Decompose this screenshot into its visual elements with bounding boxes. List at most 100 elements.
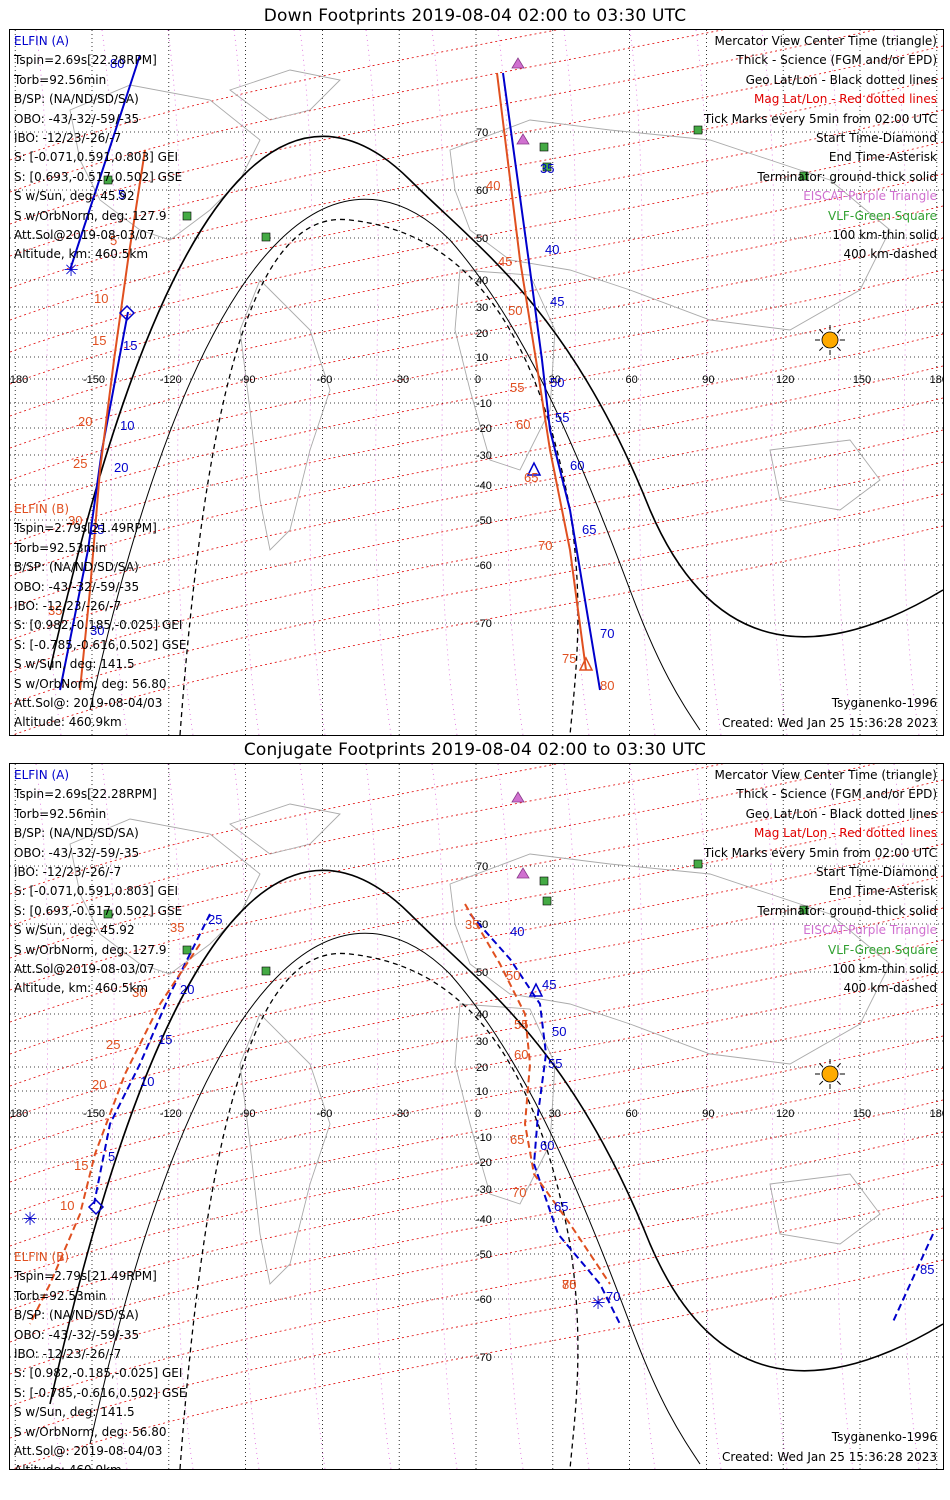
- mag-longitude-line: [35, 764, 62, 1469]
- info-line: Att.Sol@2019-08-03/07: [14, 227, 155, 242]
- mag-latitude-line: [10, 30, 724, 193]
- sun-icon: [821, 331, 839, 349]
- info-line: Altitude: 460.9km: [14, 1461, 187, 1469]
- eiscat-triangle-icon: [516, 867, 530, 879]
- lat-tick-label: 10: [476, 1086, 488, 1098]
- eiscat-triangle-icon: [516, 133, 530, 145]
- info-line: IBO: -12/23/-26/-7: [14, 598, 122, 613]
- elfin-a-track: [59, 54, 141, 691]
- mag-longitude-line: [563, 30, 590, 735]
- elfin-a-info: ELFIN (A) Tspin=2.69s[22.28RPM] Torb=92.…: [14, 32, 182, 265]
- elfin-b-tick-label: 15: [74, 1158, 88, 1173]
- info-line: S w/Sun, deg: 141.5: [14, 657, 135, 672]
- legend-item: Thick - Science (FGM and/or EPD): [736, 53, 937, 68]
- mag-latitude-line: [10, 269, 943, 481]
- elfin-a-track: [891, 1233, 934, 1325]
- elfin-b-track: [496, 72, 587, 671]
- lon-tick-label: -180: [10, 374, 28, 386]
- elfin-a-tick-label: 5: [118, 187, 125, 202]
- terminator-100km: [89, 932, 701, 1465]
- mag-latitude-line: [10, 843, 943, 1055]
- mag-latitude-line: [10, 301, 943, 513]
- elfin-b-tick-label: 80: [600, 678, 614, 693]
- elfin-a-track: [469, 913, 621, 1325]
- continent-outline: [449, 119, 891, 331]
- mag-longitude-line: [299, 764, 326, 1469]
- elfin-a-tick-label: 50: [552, 1024, 566, 1039]
- mag-latitude-line: [10, 429, 943, 641]
- elfin-a-tick-label: 45: [542, 977, 556, 992]
- mag-longitude-line: [365, 30, 392, 735]
- info-line: S w/OrbNorm, deg: 56.80: [14, 676, 167, 691]
- lat-tick-label: -30: [476, 1184, 492, 1196]
- info-line: Tspin=2.79s[21.49RPM]: [14, 1269, 157, 1284]
- info-line: OBO: -43/-32/-59/-35: [14, 111, 140, 126]
- elfin-b-tick-label: 35: [48, 603, 62, 618]
- legend-item: Terminator: ground-thick solid: [757, 903, 937, 918]
- vlf-square-icon: [542, 162, 552, 172]
- elfin-a-tick-label: 55: [555, 410, 569, 425]
- lat-tick-label: -70: [476, 618, 492, 630]
- vlf-square-icon: [799, 905, 809, 915]
- info-line: S w/OrbNorm, deg: 56.80: [14, 1424, 167, 1439]
- terminator-ground: [49, 135, 943, 671]
- elfin-b-info: ELFIN (B) Tspin=2.79s[21.49RPM] Torb=92.…: [14, 500, 187, 733]
- info-line: Torb=92.56min: [14, 806, 107, 821]
- mag-longitude-line: [365, 764, 392, 1469]
- elfin-a-tick-label: 70: [600, 626, 614, 641]
- elfin-b-tick-label: 35: [465, 917, 479, 932]
- continent-outline: [454, 269, 556, 471]
- legend-item: EISCAT-Purple Triangle: [803, 923, 937, 938]
- mag-longitude-line: [629, 764, 656, 1469]
- elfin-b-tick-label: 55: [510, 380, 524, 395]
- elfin-a-tick-label: 85: [920, 1262, 934, 1277]
- continent-outline: [69, 818, 261, 975]
- mag-latitude-line: [10, 764, 876, 959]
- lon-tick-label: -90: [240, 1108, 256, 1120]
- mag-latitude-line: [10, 30, 876, 225]
- mag-longitude-line: [35, 30, 62, 735]
- elfin-a-tick-label: 20: [180, 982, 194, 997]
- elfin-b-track: [29, 943, 201, 1325]
- info-line: OBO: -43/-32/-59/-35: [14, 1327, 140, 1342]
- elfin-a-tick-label: 65: [554, 1199, 568, 1214]
- model-label: Tsyganenko-1996: [831, 696, 937, 710]
- info-line: S: [0.693,-0.517,0.502] GSE: [14, 169, 183, 184]
- lat-tick-label: -60: [476, 560, 492, 572]
- mag-longitude-line: [563, 764, 590, 1469]
- info-line: S: [-0.785,-0.616,0.502] GSE: [14, 637, 187, 652]
- panel-title-conjugate: Conjugate Footprints 2019-08-04 02:00 to…: [243, 740, 707, 760]
- info-line: IBO: -12/23/-26/-7: [14, 130, 122, 145]
- mag-longitude-line: [695, 764, 722, 1469]
- elfin-b-tick-label: 60: [514, 1047, 528, 1062]
- elfin-a-tick-label: 45: [550, 294, 564, 309]
- mag-latitude-line: [10, 30, 559, 161]
- info-line: S: [0.982,-0.185,-0.025] GEI: [14, 618, 183, 633]
- legend-item: VLF-Green Square: [828, 942, 937, 957]
- sun-ray: [819, 346, 824, 351]
- mag-latitude-line: [10, 461, 943, 673]
- center-time-triangle-icon: [526, 461, 542, 476]
- terminator-ground: [49, 869, 943, 1405]
- legend-item: End Time-Asterisk: [828, 150, 937, 165]
- info-line: IBO: -12/23/-26/-7: [14, 864, 122, 879]
- vlf-square-icon: [539, 142, 549, 152]
- elfin-b-tick-label: 50: [506, 968, 520, 983]
- elfin-b-tick-label: 50: [508, 303, 522, 318]
- vlf-square-icon: [103, 909, 113, 919]
- lat-tick-label: 20: [476, 1062, 488, 1074]
- info-line: Att.Sol@: 2019-08-04/03: [14, 1443, 163, 1458]
- continent-outline: [239, 1013, 331, 1285]
- end-asterisk-icon: ✳: [63, 260, 78, 281]
- mag-longitude-line: [101, 30, 128, 735]
- elfin-b-tick-label: 75: [562, 651, 576, 666]
- info-line: Torb=92.53min: [14, 1288, 107, 1303]
- info-line: OBO: -43/-32/-59/-35: [14, 845, 140, 860]
- mag-latitude-line: [10, 1099, 943, 1311]
- elfin-b-label: ELFIN (B): [14, 1250, 70, 1264]
- center-time-triangle-icon: [528, 982, 544, 997]
- lon-tick-label: 90: [702, 374, 714, 386]
- lon-tick-label: 0: [475, 1108, 481, 1120]
- elfin-b-tick-label: 40: [486, 178, 500, 193]
- lat-tick-label: 60: [476, 185, 488, 197]
